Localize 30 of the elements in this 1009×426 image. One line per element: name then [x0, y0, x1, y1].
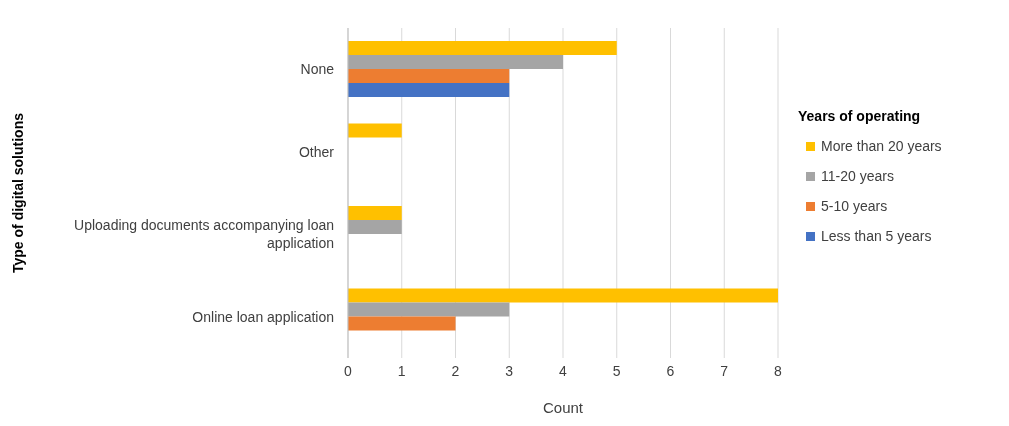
x-tick-label: 8 [774, 362, 783, 379]
legend-label: More than 20 years [820, 138, 943, 154]
y-tick-label: Other [298, 143, 335, 160]
bar [348, 69, 510, 83]
x-tick-label: 6 [666, 362, 675, 379]
y-tick-label: Uploading documents accompanying loan application [74, 217, 334, 252]
bar [348, 41, 617, 55]
legend-title: Years of operating [798, 108, 922, 124]
bar [348, 83, 510, 97]
x-axis-title: Count [542, 399, 584, 416]
bar [348, 316, 456, 331]
bar [348, 55, 563, 69]
x-tick-label: 2 [451, 362, 460, 379]
bar [348, 302, 510, 317]
legend-label: 11-20 years [820, 168, 895, 184]
bar [348, 220, 402, 234]
bar [348, 288, 778, 303]
y-axis-title: Type of digital solutions [9, 112, 26, 273]
y-tick-label: None [300, 61, 335, 78]
x-tick-label: 0 [344, 362, 353, 379]
bar [348, 123, 402, 138]
x-tick-label: 4 [559, 362, 568, 379]
x-tick-label: 1 [397, 362, 406, 379]
x-tick-label: 3 [505, 362, 514, 379]
x-tick-label: 7 [720, 362, 729, 379]
x-tick-label: 5 [612, 362, 621, 379]
legend-label: 5-10 years [820, 198, 889, 214]
bar [348, 206, 402, 220]
y-tick-label: Online loan application [192, 308, 334, 325]
legend-label: Less than 5 years [820, 228, 933, 244]
